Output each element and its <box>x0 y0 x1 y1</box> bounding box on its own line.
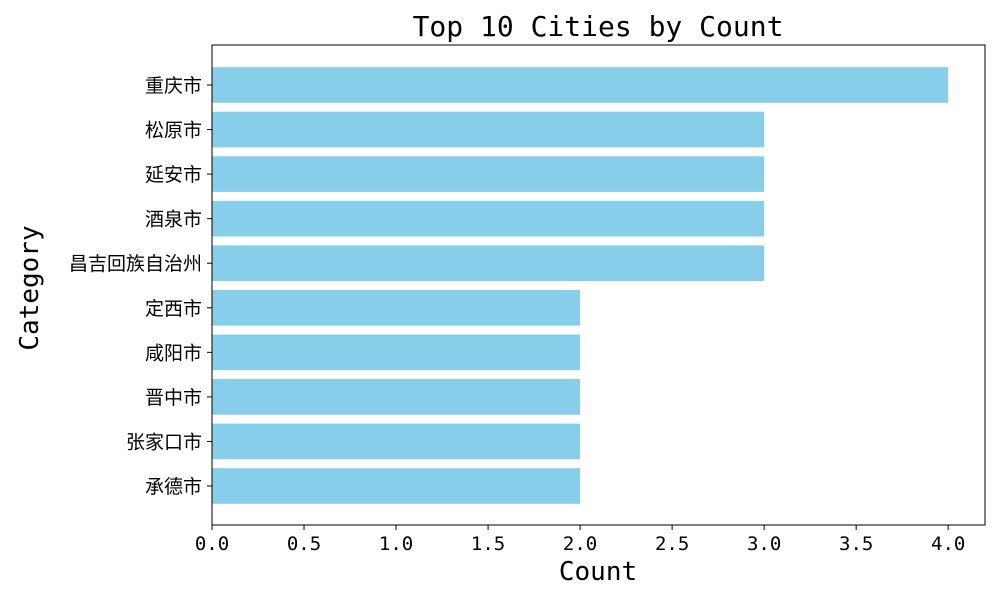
y-tick-label: 咸阳市 <box>145 342 202 364</box>
x-tick-label: 0.5 <box>287 533 321 555</box>
y-tick-label: 酒泉市 <box>145 209 202 231</box>
y-tick-label: 延安市 <box>145 164 202 186</box>
bar <box>212 200 765 237</box>
bar <box>212 111 765 148</box>
bar <box>212 468 581 504</box>
bar <box>212 289 581 326</box>
x-axis-label: Count <box>559 557 637 587</box>
x-tick-label: 3.0 <box>747 533 781 555</box>
y-tick-label: 承德市 <box>145 476 202 498</box>
y-tick-label: 定西市 <box>145 298 202 320</box>
chart-title: Top 10 Cities by Count <box>413 10 784 43</box>
bar <box>212 156 765 192</box>
bar <box>212 379 581 415</box>
x-tick-label: 2.5 <box>655 533 689 555</box>
y-axis-label: Category <box>15 225 45 350</box>
x-tick-label: 1.0 <box>379 533 413 555</box>
y-tick-label: 重庆市 <box>145 75 202 97</box>
y-tick-label: 松原市 <box>145 120 202 142</box>
x-tick-label: 2.0 <box>563 533 597 555</box>
y-tick-label: 张家口市 <box>126 431 202 453</box>
bar <box>212 245 765 282</box>
plot-frame <box>211 44 986 526</box>
bar <box>212 334 581 371</box>
bars-group <box>212 67 949 504</box>
y-tick-label: 昌吉回族自治州 <box>69 253 202 275</box>
x-tick-label: 4.0 <box>931 533 965 555</box>
bar <box>212 67 949 103</box>
y-tick-label: 晋中市 <box>145 387 202 409</box>
bar <box>212 423 581 460</box>
x-tick-label: 1.5 <box>471 533 505 555</box>
x-axis-ticks: 0.0 0.5 1.0 1.5 2.0 2.5 3.0 3.5 4.0 <box>195 525 965 555</box>
x-tick-label: 0.0 <box>195 533 229 555</box>
x-tick-label: 3.5 <box>839 533 873 555</box>
